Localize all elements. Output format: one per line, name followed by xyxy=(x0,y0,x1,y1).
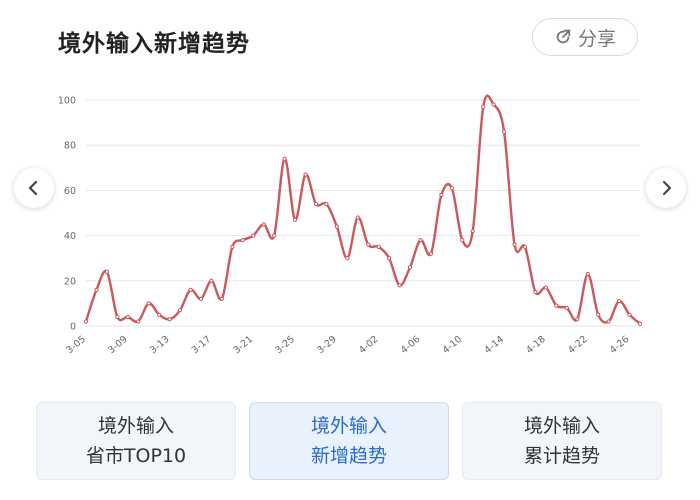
data-point xyxy=(313,201,319,207)
tab-cumulative-trend[interactable]: 境外输入 累计趋势 xyxy=(462,402,662,480)
data-point xyxy=(627,312,632,317)
data-point xyxy=(219,296,224,301)
data-point xyxy=(491,102,496,107)
tab-province-top10[interactable]: 境外输入 省市TOP10 xyxy=(36,402,236,480)
data-point xyxy=(251,233,256,238)
y-tick-label: 20 xyxy=(64,276,76,287)
data-point xyxy=(616,299,622,304)
data-point xyxy=(387,256,392,261)
data-point xyxy=(177,308,183,313)
x-tick-label: 3-09 xyxy=(106,334,130,356)
prev-chart-button[interactable] xyxy=(14,168,54,208)
tab-label-line2: 省市TOP10 xyxy=(85,445,187,467)
data-point xyxy=(407,265,413,270)
x-tick-label: 3-05 xyxy=(64,334,88,356)
chevron-right-icon xyxy=(658,180,674,196)
y-tick-label: 80 xyxy=(64,141,76,152)
data-point xyxy=(533,290,538,295)
x-tick-label: 4-18 xyxy=(524,334,548,356)
data-point xyxy=(428,251,434,256)
share-label: 分享 xyxy=(577,27,616,50)
x-tick-label: 3-21 xyxy=(232,334,256,356)
data-point xyxy=(543,285,549,290)
data-point xyxy=(345,256,350,261)
data-point xyxy=(366,242,371,247)
data-point xyxy=(167,317,172,322)
x-tick-label: 4-26 xyxy=(608,334,632,356)
data-point xyxy=(439,192,444,198)
data-point xyxy=(324,201,329,207)
data-point xyxy=(481,104,486,109)
chevron-left-icon xyxy=(26,180,42,196)
data-point xyxy=(470,228,475,234)
data-point xyxy=(554,303,559,308)
data-point xyxy=(355,215,360,220)
next-chart-button[interactable] xyxy=(646,168,686,208)
data-point xyxy=(83,319,89,324)
tab-new-trend[interactable]: 境外输入 新增趋势 xyxy=(249,402,449,480)
x-tick-label: 3-17 xyxy=(190,334,214,356)
chart-tabs: 境外输入 省市TOP10 境外输入 新增趋势 境外输入 累计趋势 xyxy=(36,402,666,480)
data-point xyxy=(585,271,590,277)
tab-label-line2: 累计趋势 xyxy=(523,445,600,467)
data-point xyxy=(303,172,308,177)
page-title: 境外输入新增趋势 xyxy=(58,31,250,57)
data-point xyxy=(209,278,214,283)
x-tick-label: 4-06 xyxy=(399,334,423,356)
x-tick-label: 3-25 xyxy=(273,334,297,356)
data-point xyxy=(230,244,235,249)
data-point xyxy=(146,301,151,306)
data-point xyxy=(502,129,507,134)
tab-label-line1: 境外输入 xyxy=(523,415,600,437)
x-tick-label: 4-22 xyxy=(566,334,590,356)
data-point xyxy=(136,319,141,324)
data-point xyxy=(292,217,298,222)
tab-label-line1: 境外输入 xyxy=(310,415,387,437)
y-tick-label: 60 xyxy=(64,186,76,197)
data-point xyxy=(240,238,245,243)
trend-line-chart: 0 20 40 60 80 100 3-05 3-09 3-13 3-17 3-21 3-25 3-29… xyxy=(58,94,643,356)
data-point xyxy=(376,244,381,249)
data-point xyxy=(282,156,287,161)
data-point xyxy=(261,222,266,227)
x-tick-label: 4-10 xyxy=(441,334,465,356)
y-tick-label: 100 xyxy=(58,96,76,107)
data-point xyxy=(115,314,120,320)
data-point xyxy=(418,238,423,243)
x-tick-label: 3-13 xyxy=(148,334,172,356)
data-point xyxy=(596,312,601,317)
data-point xyxy=(460,238,465,243)
data-point xyxy=(188,287,193,292)
data-point xyxy=(512,242,517,247)
tab-label-line2: 新增趋势 xyxy=(310,445,387,467)
chart-card xyxy=(36,10,662,372)
data-point xyxy=(198,296,204,301)
data-point xyxy=(125,314,130,320)
data-point xyxy=(157,312,162,317)
data-point xyxy=(575,317,580,322)
x-tick-label: 4-02 xyxy=(357,334,381,356)
data-point xyxy=(606,319,611,324)
y-tick-label: 40 xyxy=(64,231,76,242)
data-point xyxy=(272,233,277,238)
tab-label-line1: 境外输入 xyxy=(97,415,174,437)
data-point xyxy=(564,305,569,311)
data-point xyxy=(637,321,643,326)
data-point xyxy=(104,269,110,274)
share-button[interactable]: 分享 xyxy=(532,18,638,56)
data-point xyxy=(449,186,454,191)
series-line xyxy=(84,94,642,325)
data-point xyxy=(334,224,339,229)
y-tick-label: 0 xyxy=(70,322,76,333)
x-tick-label: 4-14 xyxy=(482,334,506,356)
data-point xyxy=(94,287,99,292)
data-point xyxy=(397,283,402,288)
x-tick-label: 3-29 xyxy=(315,334,339,356)
data-point xyxy=(522,244,528,249)
share-icon xyxy=(554,28,572,46)
